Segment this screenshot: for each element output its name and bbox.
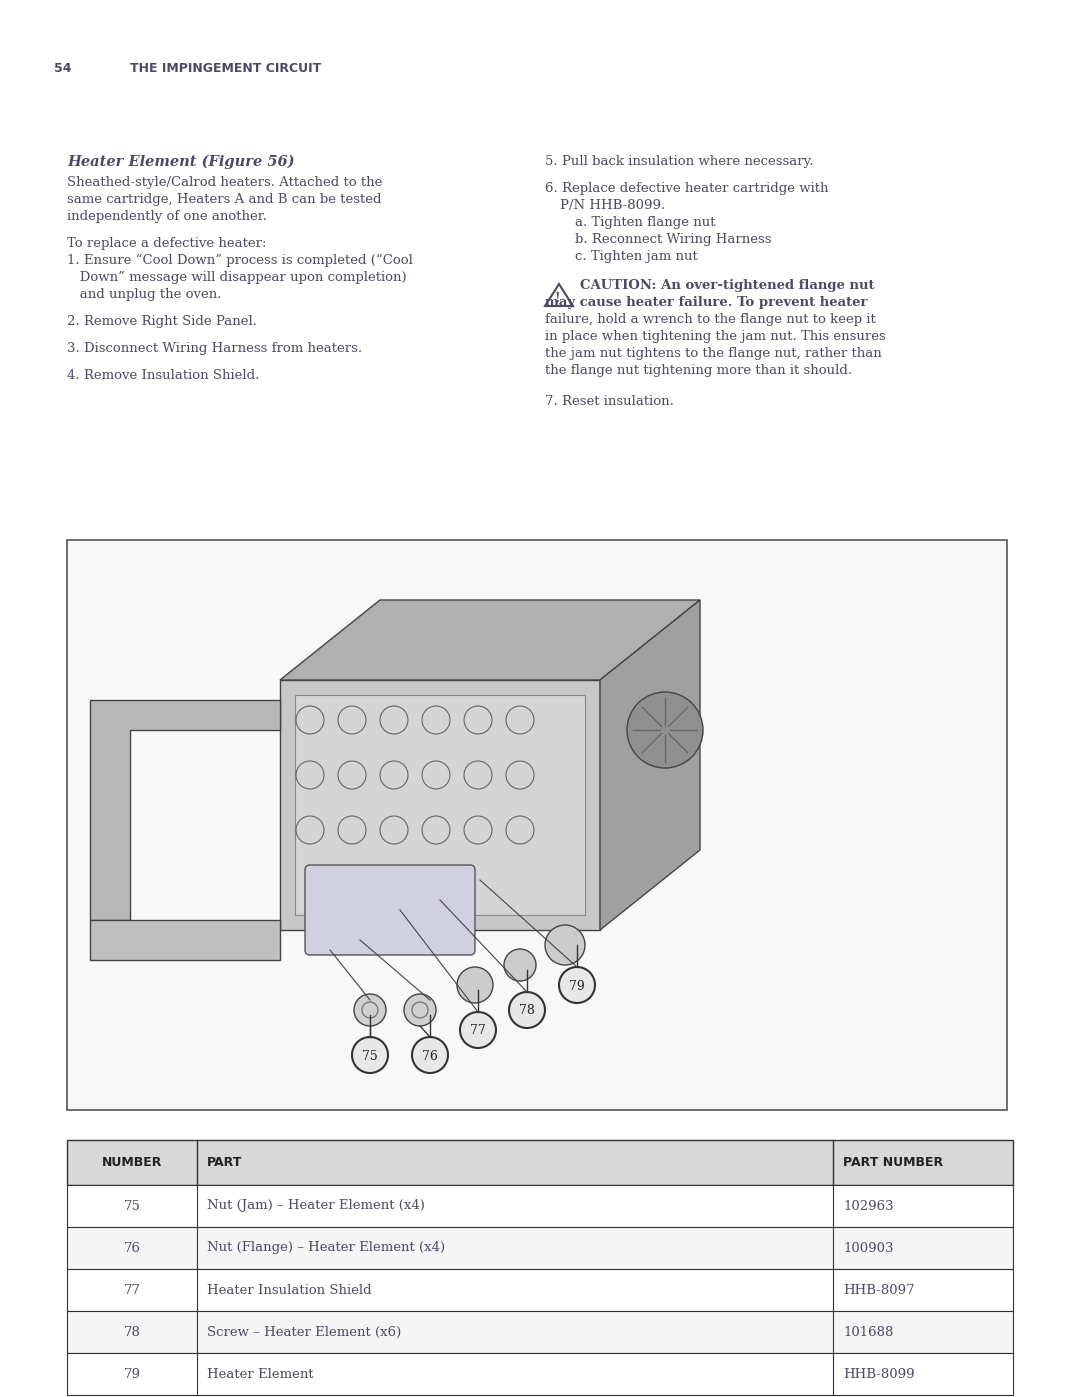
Text: a. Tighten flange nut: a. Tighten flange nut [575,217,715,229]
Text: may cause heater failure. To prevent heater: may cause heater failure. To prevent hea… [545,296,867,309]
FancyBboxPatch shape [67,1310,1013,1354]
FancyBboxPatch shape [67,541,1007,1111]
Polygon shape [90,921,280,960]
Text: Nut (Flange) – Heater Element (x4): Nut (Flange) – Heater Element (x4) [207,1242,445,1255]
Text: 2. Remove Right Side Panel.: 2. Remove Right Side Panel. [67,314,257,328]
Text: 77: 77 [470,1024,486,1038]
Text: 79: 79 [123,1368,140,1380]
FancyBboxPatch shape [67,1227,1013,1268]
Text: 1. Ensure “Cool Down” process is completed (“Cool: 1. Ensure “Cool Down” process is complet… [67,254,413,267]
Text: 101688: 101688 [843,1326,893,1338]
Text: 102963: 102963 [843,1200,893,1213]
Text: 76: 76 [422,1049,437,1063]
Text: CAUTION: An over-tightened flange nut: CAUTION: An over-tightened flange nut [580,279,875,292]
Text: Heater Insulation Shield: Heater Insulation Shield [207,1284,372,1296]
Circle shape [509,992,545,1028]
Text: failure, hold a wrench to the flange nut to keep it: failure, hold a wrench to the flange nut… [545,313,876,326]
Text: Sheathed-style/Calrod heaters. Attached to the: Sheathed-style/Calrod heaters. Attached … [67,176,382,189]
Text: 76: 76 [123,1242,140,1255]
Circle shape [457,967,492,1003]
Text: 6. Replace defective heater cartridge with: 6. Replace defective heater cartridge wi… [545,182,828,196]
Text: 7. Reset insulation.: 7. Reset insulation. [545,395,674,408]
Text: NUMBER: NUMBER [102,1155,162,1169]
Text: Down” message will disappear upon completion): Down” message will disappear upon comple… [67,271,407,284]
Text: 54: 54 [54,61,71,75]
Text: 75: 75 [123,1200,140,1213]
Text: Heater Element (Figure 56): Heater Element (Figure 56) [67,155,295,169]
Text: HHB-8099: HHB-8099 [843,1368,915,1380]
Text: PART NUMBER: PART NUMBER [843,1155,943,1169]
Circle shape [352,1037,388,1073]
Text: To replace a defective heater:: To replace a defective heater: [67,237,267,250]
Text: 75: 75 [362,1049,378,1063]
FancyBboxPatch shape [295,694,585,915]
Polygon shape [280,680,600,930]
Text: the flange nut tightening more than it should.: the flange nut tightening more than it s… [545,365,852,377]
Polygon shape [90,700,280,921]
Text: 78: 78 [519,1004,535,1017]
Circle shape [354,995,386,1025]
Text: c. Tighten jam nut: c. Tighten jam nut [575,250,698,263]
FancyBboxPatch shape [67,1268,1013,1310]
Text: P/N HHB-8099.: P/N HHB-8099. [561,198,665,212]
Text: Nut (Jam) – Heater Element (x4): Nut (Jam) – Heater Element (x4) [207,1200,424,1213]
Text: and unplug the oven.: and unplug the oven. [67,288,221,300]
FancyBboxPatch shape [67,1354,1013,1396]
FancyBboxPatch shape [67,1140,1013,1185]
Text: independently of one another.: independently of one another. [67,210,267,224]
Text: 100903: 100903 [843,1242,893,1255]
Polygon shape [600,599,700,930]
Text: the jam nut tightens to the flange nut, rather than: the jam nut tightens to the flange nut, … [545,346,881,360]
Circle shape [504,949,536,981]
Circle shape [627,692,703,768]
Text: THE IMPINGEMENT CIRCUIT: THE IMPINGEMENT CIRCUIT [130,61,321,75]
Text: !: ! [554,292,559,305]
Text: 77: 77 [123,1284,140,1296]
Text: PART: PART [207,1155,242,1169]
Circle shape [559,967,595,1003]
Text: 4. Remove Insulation Shield.: 4. Remove Insulation Shield. [67,369,259,381]
Text: b. Reconnect Wiring Harness: b. Reconnect Wiring Harness [575,233,771,246]
FancyBboxPatch shape [67,1185,1013,1227]
Circle shape [404,995,436,1025]
Text: HHB-8097: HHB-8097 [843,1284,915,1296]
Circle shape [545,925,585,965]
Text: 78: 78 [123,1326,140,1338]
Text: Screw – Heater Element (x6): Screw – Heater Element (x6) [207,1326,402,1338]
Text: Heater Element: Heater Element [207,1368,313,1380]
Text: 5. Pull back insulation where necessary.: 5. Pull back insulation where necessary. [545,155,813,168]
Polygon shape [280,599,700,680]
Circle shape [411,1037,448,1073]
FancyBboxPatch shape [305,865,475,956]
Text: 79: 79 [569,979,585,992]
Text: same cartridge, Heaters A and B can be tested: same cartridge, Heaters A and B can be t… [67,193,381,205]
Text: in place when tightening the jam nut. This ensures: in place when tightening the jam nut. Th… [545,330,886,344]
Text: 3. Disconnect Wiring Harness from heaters.: 3. Disconnect Wiring Harness from heater… [67,342,362,355]
Circle shape [460,1011,496,1048]
